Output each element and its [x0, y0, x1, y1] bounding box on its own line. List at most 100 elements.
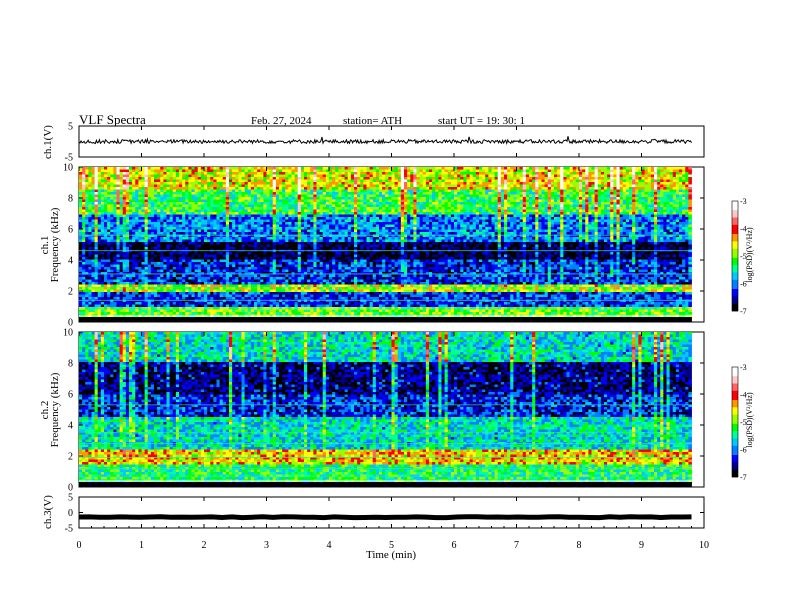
spectrogram-cell: [120, 225, 124, 228]
spectrogram-cell: [192, 210, 196, 213]
spectrogram-cell: [113, 202, 117, 205]
spectrogram-cell: [273, 265, 277, 268]
spectrogram-cell: [263, 220, 267, 223]
spectrogram-cell: [198, 200, 202, 203]
spectrogram-cell: [198, 230, 202, 233]
spectrogram-cell: [232, 217, 236, 220]
spectrogram-cell: [198, 237, 202, 240]
spectrogram-cell: [101, 190, 105, 193]
spectrogram-cell: [201, 207, 205, 210]
spectrogram-cell: [179, 217, 183, 220]
spectrogram-cell: [285, 237, 289, 240]
spectrogram-cell: [260, 195, 264, 198]
spectrogram-cell: [142, 195, 146, 198]
spectrogram-cell: [198, 240, 202, 243]
spectrogram-cell: [304, 195, 308, 198]
spectrogram-cell: [204, 217, 208, 220]
spectrogram-cell: [313, 187, 317, 190]
spectrogram-cell: [292, 232, 296, 235]
spectrogram-cell: [245, 195, 249, 198]
spectrogram-cell: [117, 280, 121, 283]
spectrogram-cell: [245, 257, 249, 260]
spectrogram-cell: [154, 267, 158, 270]
spectrogram-cell: [107, 290, 111, 293]
spectrogram-cell: [235, 212, 239, 215]
spectrogram-cell: [323, 255, 327, 258]
spectrogram-cell: [235, 282, 239, 285]
spectrogram-cell: [192, 285, 196, 288]
spectrogram-cell: [210, 182, 214, 185]
spectrogram-cell: [157, 260, 161, 263]
spectrogram-cell: [304, 292, 308, 295]
spectrogram-cell: [151, 282, 155, 285]
spectrogram-cell: [201, 180, 205, 183]
spectrogram-cell: [257, 225, 261, 228]
spectrogram-cell: [254, 287, 258, 290]
spectrogram-cell: [160, 212, 164, 215]
spectrogram-cell: [123, 270, 127, 273]
spectrogram-cell: [207, 252, 211, 255]
spectrogram-cell: [217, 297, 221, 300]
spectrogram-cell: [151, 262, 155, 265]
spectrogram-cell: [285, 280, 289, 283]
spectrogram-cell: [223, 310, 227, 313]
spectrogram-cell: [210, 277, 214, 280]
spectrogram-cell: [88, 217, 92, 220]
spectrogram-cell: [104, 240, 108, 243]
spectrogram-cell: [226, 205, 230, 208]
spectrogram-cell: [179, 197, 183, 200]
spectrogram-cell: [160, 217, 164, 220]
spectrogram-cell: [226, 305, 230, 308]
spectrogram-cell: [260, 177, 264, 180]
spectrogram-cell: [270, 237, 274, 240]
spectrogram-cell: [320, 172, 324, 175]
spectrogram-cell: [248, 212, 252, 215]
spectrogram-cell: [210, 312, 214, 315]
spectrogram-cell: [229, 282, 233, 285]
spectrogram-cell: [313, 265, 317, 268]
spectrogram-cell: [320, 257, 324, 260]
spectrogram-cell: [292, 267, 296, 270]
spectrogram-cell: [157, 252, 161, 255]
spectrogram-cell: [201, 255, 205, 258]
spectrogram-cell: [123, 305, 127, 308]
spectrogram-cell: [254, 262, 258, 265]
spectrogram-cell: [107, 242, 111, 245]
spectrogram-cell: [201, 220, 205, 223]
spectrogram-cell: [207, 280, 211, 283]
spectrogram-cell: [317, 305, 321, 308]
spectrogram-cell: [129, 185, 133, 188]
spectrogram-cell: [148, 195, 152, 198]
spectrogram-cell: [160, 192, 164, 195]
spectrogram-cell: [107, 257, 111, 260]
spectrogram-cell: [317, 205, 321, 208]
spectrogram-cell: [204, 225, 208, 228]
spectrogram-cell: [110, 255, 114, 258]
spectrogram-cell: [201, 287, 205, 290]
spectrogram-cell: [310, 285, 314, 288]
spectrogram-cell: [151, 277, 155, 280]
spectrogram-cell: [238, 225, 242, 228]
spectrogram-cell: [254, 285, 258, 288]
spectrogram-cell: [207, 232, 211, 235]
spectrogram-cell: [223, 275, 227, 278]
spectrogram-cell: [263, 247, 267, 250]
spectrogram-cell: [307, 310, 311, 313]
spectrogram-cell: [182, 312, 186, 315]
spectrogram-cell: [248, 175, 252, 178]
spectrogram-cell: [120, 200, 124, 203]
spectrogram-cell: [270, 247, 274, 250]
spectrogram-cell: [154, 285, 158, 288]
spectrogram-cell: [129, 262, 133, 265]
spectrogram-cell: [301, 312, 305, 315]
spectrogram-cell: [82, 305, 86, 308]
spectrogram-cell: [251, 305, 255, 308]
spectrogram-cell: [132, 245, 136, 248]
spectrogram-cell: [82, 225, 86, 228]
spectrogram-cell: [198, 280, 202, 283]
spectrogram-cell: [107, 292, 111, 295]
spectrogram-cell: [242, 185, 246, 188]
spectrogram-cell: [242, 312, 246, 315]
spectrogram-cell: [107, 247, 111, 250]
spectrogram-cell: [79, 245, 83, 248]
